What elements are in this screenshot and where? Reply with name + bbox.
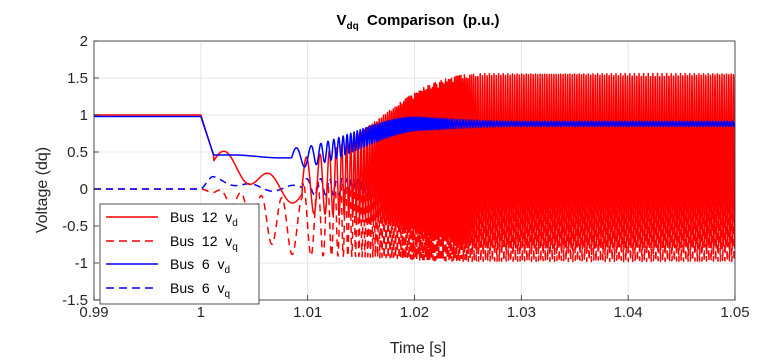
y-axis-label: Voltage (dq) (34, 147, 51, 233)
x-tick-label: 1.03 (507, 304, 536, 321)
series-group (94, 72, 735, 263)
y-tick-label: 0.5 (67, 144, 88, 161)
x-tick-label: 0.99 (79, 304, 108, 321)
legend-label-bus6-vq: Bus 6 vq (170, 280, 230, 300)
y-tick-label: -0.5 (62, 218, 88, 235)
legend-label-bus12-vd: Bus 12 vd (170, 209, 238, 229)
y-tick-label: 0 (80, 181, 88, 198)
legend: Bus 12 vd Bus 12 vq Bus 6 vd Bus 6 vq (99, 203, 260, 305)
x-tick-label: 1.02 (400, 304, 429, 321)
ticks: 0.99 1 1.01 1.02 1.03 1.04 1.05 -1.5 -1 -0.5 0 0.5 1… (62, 33, 749, 321)
legend-label-bus6-vd: Bus 6 vd (170, 256, 230, 276)
y-tick-label: -1.5 (62, 292, 88, 309)
x-axis-label: Time [s] (390, 340, 446, 357)
legend-label-bus12-vq: Bus 12 vq (170, 233, 238, 253)
x-tick-label: 1.01 (293, 304, 322, 321)
series-line-bus6-vd (94, 115, 735, 168)
x-tick-label: 1.05 (720, 304, 749, 321)
chart-title: Vdq Comparison (p.u.) (336, 12, 499, 32)
y-tick-label: 1 (80, 107, 88, 124)
y-tick-label: -1 (75, 255, 88, 272)
x-tick-label: 1 (197, 304, 205, 321)
y-tick-label: 2 (80, 33, 88, 50)
y-tick-label: 1.5 (67, 70, 88, 87)
x-tick-label: 1.04 (614, 304, 643, 321)
